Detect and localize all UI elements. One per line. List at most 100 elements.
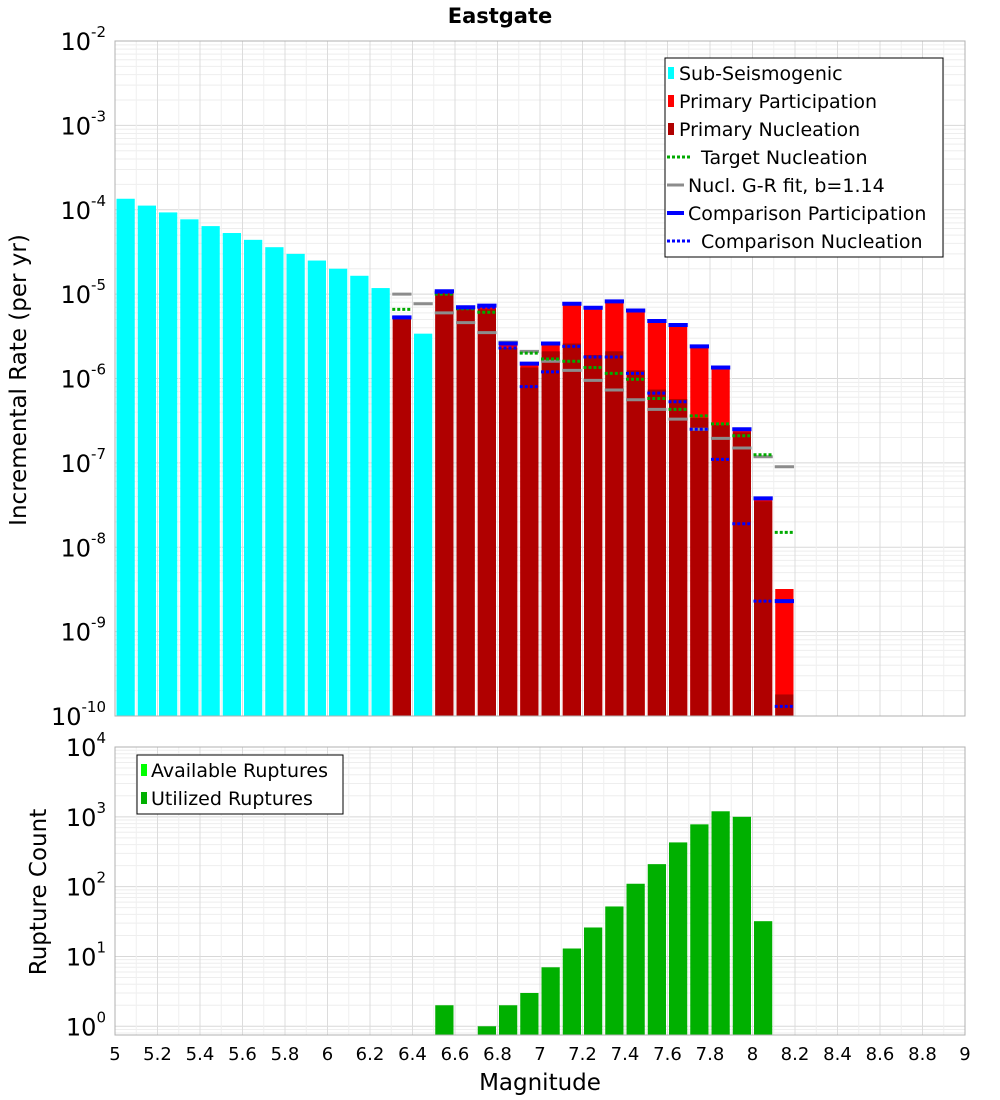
x-tick-label: 8 (747, 1044, 758, 1065)
x-tick-label: 5.8 (271, 1044, 300, 1065)
utilized-ruptures-bar (562, 948, 581, 1035)
top-plot-frame (114, 40, 966, 717)
x-tick-label: 6 (322, 1044, 333, 1065)
utilized-ruptures-bar (541, 967, 560, 1035)
chart-title: Eastgate (448, 4, 553, 28)
top-y-tick-label: 10-6 (60, 361, 106, 394)
subseismogenic-bar (265, 247, 284, 716)
x-tick-label: 8.4 (823, 1044, 852, 1065)
utilized-ruptures-bar (584, 927, 603, 1035)
top-marker-lines (392, 289, 794, 708)
top-legend-label: Comparison Participation (688, 203, 926, 225)
x-tick-label: 5.4 (186, 1044, 215, 1065)
bottom-legend-label: Available Ruptures (151, 760, 328, 782)
top-y-axis-label: Incremental Rate (per yr) (6, 234, 32, 526)
top-y-tick-label: 10-5 (60, 276, 106, 309)
x-tick-label: 7.6 (653, 1044, 682, 1065)
primary-nucleation-bar (499, 347, 518, 716)
primary-nucleation-bar (435, 292, 454, 716)
top-y-tick-labels: 10-10 10-9 10-8 10-7 10-6 10-5 10-4 10-3 10-2 (51, 23, 106, 731)
x-tick-label: 7.4 (611, 1044, 640, 1065)
bottom-y-tick-label: 101 (66, 938, 106, 971)
subseismogenic-bar (244, 239, 263, 716)
x-tick-labels: 5 5.2 5.4 5.6 5.8 6 6.2 6.4 6.6 6.8 7 7.2 7.4 7.6 7.8 8… (109, 1044, 970, 1065)
top-legend-box (664, 57, 944, 258)
x-tick-label: 8.2 (781, 1044, 810, 1065)
bottom-plot-frame (114, 746, 966, 1036)
x-tick-label: 5.6 (228, 1044, 257, 1065)
top-y-tick-label: 10-4 (60, 192, 106, 225)
bottom-legend: Available Ruptures Utilized Ruptures (136, 754, 344, 815)
utilized-ruptures-bar (605, 906, 624, 1035)
bottom-gridlines (114, 747, 966, 1035)
primary-nucleation-bar (520, 367, 539, 716)
utilized-ruptures-bar (754, 921, 773, 1035)
primary-nucleation-bar (584, 354, 603, 716)
x-tick-label: 6.8 (483, 1044, 512, 1065)
x-tick-label: 7.8 (696, 1044, 725, 1065)
subseismogenic-bar (180, 219, 199, 717)
primary-nucleation-bar (541, 351, 560, 716)
subseismogenic-bar (350, 275, 369, 716)
utilized-ruptures-bar (669, 842, 688, 1035)
top-legend-label: Target Nucleation (700, 147, 868, 169)
subseismogenic-bar (307, 260, 326, 716)
primary-nucleation-bar (669, 399, 688, 716)
top-legend-label: Sub-Seismogenic (679, 63, 843, 85)
bottom-y-tick-label: 102 (66, 869, 106, 902)
bottom-y-tick-label: 100 (66, 1008, 106, 1041)
primary-nucleation-bar (605, 351, 624, 716)
subseismogenic-bar (414, 333, 433, 716)
bottom-y-tick-labels: 100 101 102 103 104 (66, 729, 106, 1041)
primary-nucleation-bar (477, 309, 496, 716)
top-bars (116, 198, 794, 717)
x-tick-label: 8.6 (866, 1044, 895, 1065)
subseismogenic-bar (159, 212, 178, 717)
subseismogenic-bar (371, 288, 390, 716)
top-legend-swatch (668, 67, 674, 79)
bottom-y-axis-label: Rupture Count (26, 809, 52, 975)
primary-nucleation-bar (732, 432, 751, 716)
subseismogenic-bar (137, 205, 156, 716)
primary-participation-bar (775, 589, 794, 716)
top-y-tick-label: 10-2 (60, 23, 106, 56)
subseismogenic-bar (286, 253, 305, 716)
primary-nucleation-bar (647, 389, 666, 716)
primary-nucleation-bar (775, 694, 794, 716)
utilized-ruptures-bar (711, 811, 730, 1035)
primary-nucleation-bar (562, 343, 581, 716)
x-tick-label: 5 (109, 1044, 120, 1065)
utilized-ruptures-bar (647, 864, 666, 1035)
subseismogenic-bar (116, 198, 135, 717)
bottom-y-tick-label: 104 (66, 729, 106, 762)
bottom-bars (435, 811, 773, 1035)
x-tick-label: 7.2 (568, 1044, 597, 1065)
x-tick-label: 8.8 (908, 1044, 937, 1065)
x-tick-label: 6.4 (398, 1044, 427, 1065)
x-tick-label: 6.6 (441, 1044, 470, 1065)
top-y-tick-label: 10-8 (60, 529, 106, 562)
top-legend-label: Primary Participation (679, 91, 877, 113)
utilized-ruptures-bar (477, 1026, 496, 1035)
bottom-legend-box (136, 754, 344, 815)
subseismogenic-bar (201, 226, 220, 716)
x-tick-label: 9 (959, 1044, 970, 1065)
subseismogenic-bar (222, 233, 241, 716)
bottom-legend-swatch (141, 764, 147, 776)
utilized-ruptures-bar (690, 824, 709, 1035)
utilized-ruptures-bar (732, 816, 751, 1035)
bottom-legend-label: Utilized Ruptures (151, 788, 313, 810)
x-axis-label: Magnitude (479, 1070, 601, 1096)
utilized-ruptures-bar (520, 992, 539, 1035)
x-tick-label: 6.2 (356, 1044, 385, 1065)
top-y-tick-label: 10-10 (51, 698, 106, 731)
primary-nucleation-bar (456, 308, 475, 716)
bottom-legend-swatch (141, 792, 147, 804)
primary-nucleation-bar (754, 501, 773, 716)
top-legend-label: Comparison Nucleation (701, 231, 923, 253)
utilized-ruptures-bar (435, 1005, 454, 1035)
primary-nucleation-bar (711, 425, 730, 716)
top-legend-label: Primary Nucleation (679, 119, 860, 141)
